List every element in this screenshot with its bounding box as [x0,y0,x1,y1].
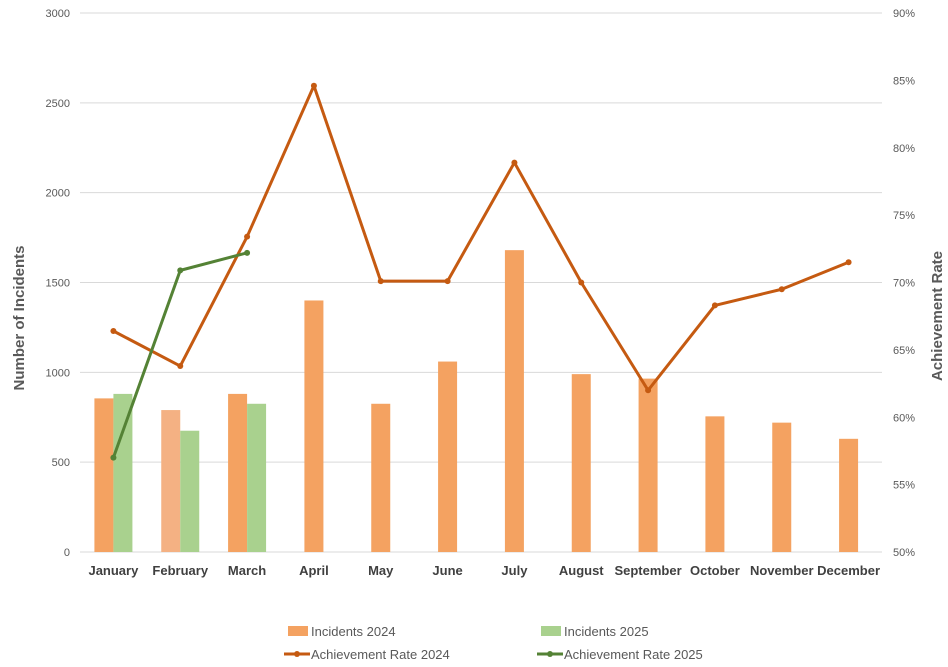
bar [304,300,324,552]
category-label: July [501,563,528,578]
category-axis-labels: January February March April May June July Augu… [88,563,880,578]
bar [113,393,133,552]
line-marker [177,267,184,274]
category-label: August [559,563,604,578]
left-tick-label: 3000 [46,8,70,20]
right-axis-title: Achievement Rate [929,251,946,381]
line-marker [711,302,718,309]
legend-label: Incidents 2025 [564,624,649,639]
right-tick-label: 85% [893,75,915,87]
right-tick-label: 80% [893,143,915,155]
category-label: October [690,563,740,578]
category-label: January [88,563,139,578]
line-marker [578,279,585,286]
line-marker [110,328,117,335]
legend-swatch [541,626,561,636]
right-tick-label: 50% [893,547,915,559]
bar [438,361,458,552]
left-tick-label: 1000 [46,367,70,379]
bar [161,410,181,552]
right-axis-ticks: 50% 55% 60% 65% 70% 75% 80% 85% 90% [893,8,915,559]
line-marker [778,286,785,293]
legend-marker [294,651,300,657]
bar [504,250,524,552]
bar [705,416,725,552]
right-tick-label: 55% [893,480,915,492]
gridlines [80,12,882,553]
line-marker [110,454,117,461]
category-label: May [368,563,394,578]
category-label: February [152,563,208,578]
left-tick-label: 1500 [46,278,70,290]
left-tick-label: 2500 [46,98,70,110]
line-marker [645,387,652,394]
legend: Incidents 2024 Incidents 2025 Achievement … [284,624,703,662]
category-label: September [614,563,681,578]
lines-layer [110,82,852,461]
legend-label: Achievement Rate 2025 [564,647,703,662]
right-tick-label: 75% [893,210,915,222]
bar [228,393,248,552]
legend-marker [547,651,553,657]
bar [371,403,391,552]
left-tick-label: 0 [64,547,70,559]
bar [94,398,114,552]
bars-layer [94,250,859,552]
left-axis-title: Number of Incidents [11,245,28,390]
bar [772,422,792,552]
category-label: June [432,563,462,578]
line-marker [244,249,251,256]
right-tick-label: 90% [893,8,915,20]
left-tick-label: 500 [52,457,70,469]
legend-swatch [288,626,308,636]
right-tick-label: 70% [893,278,915,290]
category-label: December [817,563,880,578]
left-axis-ticks: 0 500 1000 1500 2000 2500 3000 [46,8,70,559]
legend-label: Achievement Rate 2024 [311,647,450,662]
line-marker [310,82,317,89]
bar [839,438,859,552]
legend-label: Incidents 2024 [311,624,396,639]
series-line [112,84,850,392]
bar [247,403,267,552]
bar [638,378,658,552]
line-marker [511,159,518,166]
line-marker [377,278,384,285]
line-marker [244,233,251,240]
line-marker [845,259,852,266]
bar [571,374,591,552]
line-marker [177,363,184,370]
line-marker [444,278,451,285]
right-tick-label: 65% [893,345,915,357]
right-tick-label: 60% [893,412,915,424]
category-label: March [228,563,266,578]
bar [180,430,200,552]
left-tick-label: 2000 [46,188,70,200]
category-label: April [299,563,329,578]
category-label: November [750,563,814,578]
